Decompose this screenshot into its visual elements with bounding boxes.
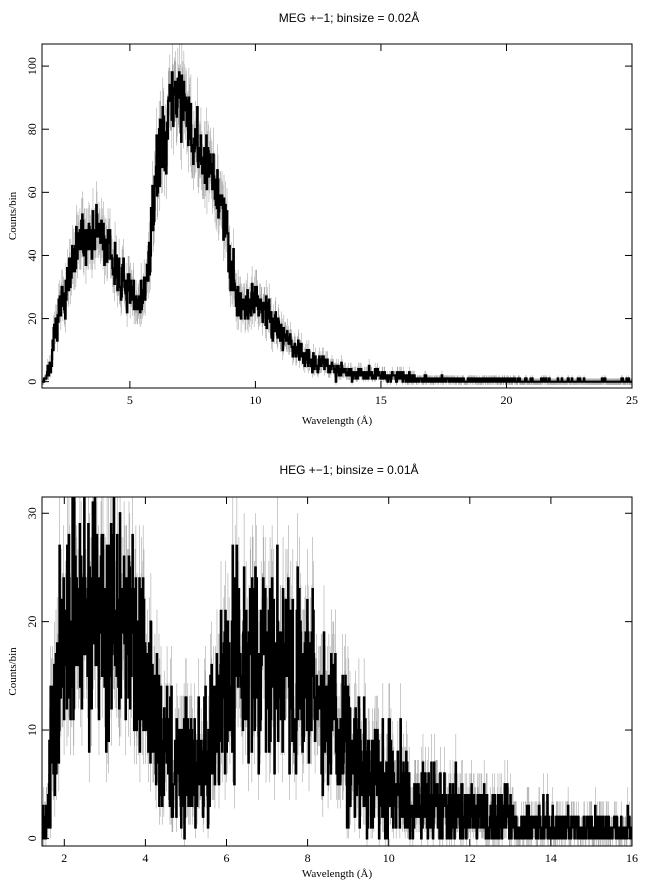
- y-axis-label: Counts/bin: [7, 647, 19, 696]
- x-tick-label: 8: [305, 851, 311, 865]
- x-tick-label: 4: [142, 851, 148, 865]
- x-tick-label: 2: [61, 851, 67, 865]
- x-tick-label: 6: [224, 851, 230, 865]
- heg-chart-panel: HEG +−1; binsize = 0.01Å 2 4 6 8 10 12 14 16 0 10 2…: [7, 462, 638, 880]
- x-tick-label: 16: [626, 851, 638, 865]
- y-tick-label: 0: [25, 835, 39, 841]
- error-bars: [42, 44, 632, 385]
- x-tick-label: 5: [127, 393, 133, 407]
- x-tick-label: 25: [626, 393, 638, 407]
- y-tick-label: 100: [25, 57, 39, 75]
- x-tick-label: 14: [545, 851, 557, 865]
- y-tick-label: 20: [25, 313, 39, 325]
- y-tick-label: 20: [25, 616, 39, 628]
- plot-frame: [41, 496, 633, 847]
- y-tick-label: 0: [25, 379, 39, 385]
- y-tick-label: 40: [25, 249, 39, 261]
- chart-title: MEG +−1; binsize = 0.02Å: [279, 10, 419, 25]
- data-layer: [42, 497, 632, 846]
- y-axis-label: Counts/bin: [7, 191, 19, 240]
- counts-histogram-line: [42, 497, 632, 840]
- x-tick-label: 20: [500, 393, 512, 407]
- y-tick-label: 10: [25, 724, 39, 736]
- x-axis-label: Wavelength (Å): [302, 415, 373, 427]
- y-tick-label: 60: [25, 186, 39, 198]
- counts-histogram-line: [42, 71, 632, 383]
- x-tick-label: 10: [249, 393, 261, 407]
- x-tick-label: 10: [383, 851, 395, 865]
- x-tick-label: 12: [464, 851, 476, 865]
- plot-frame: [41, 43, 633, 389]
- y-tick-label: 80: [25, 123, 39, 135]
- meg-chart-panel: MEG +−1; binsize = 0.02Å 5 10 15 20 25 0 20 40 60…: [7, 10, 638, 427]
- x-tick-label: 15: [375, 393, 387, 407]
- data-layer: [42, 44, 632, 385]
- x-axis-label: Wavelength (Å): [302, 868, 373, 880]
- y-tick-label: 30: [25, 507, 39, 519]
- chart-title: HEG +−1; binsize = 0.01Å: [279, 462, 418, 477]
